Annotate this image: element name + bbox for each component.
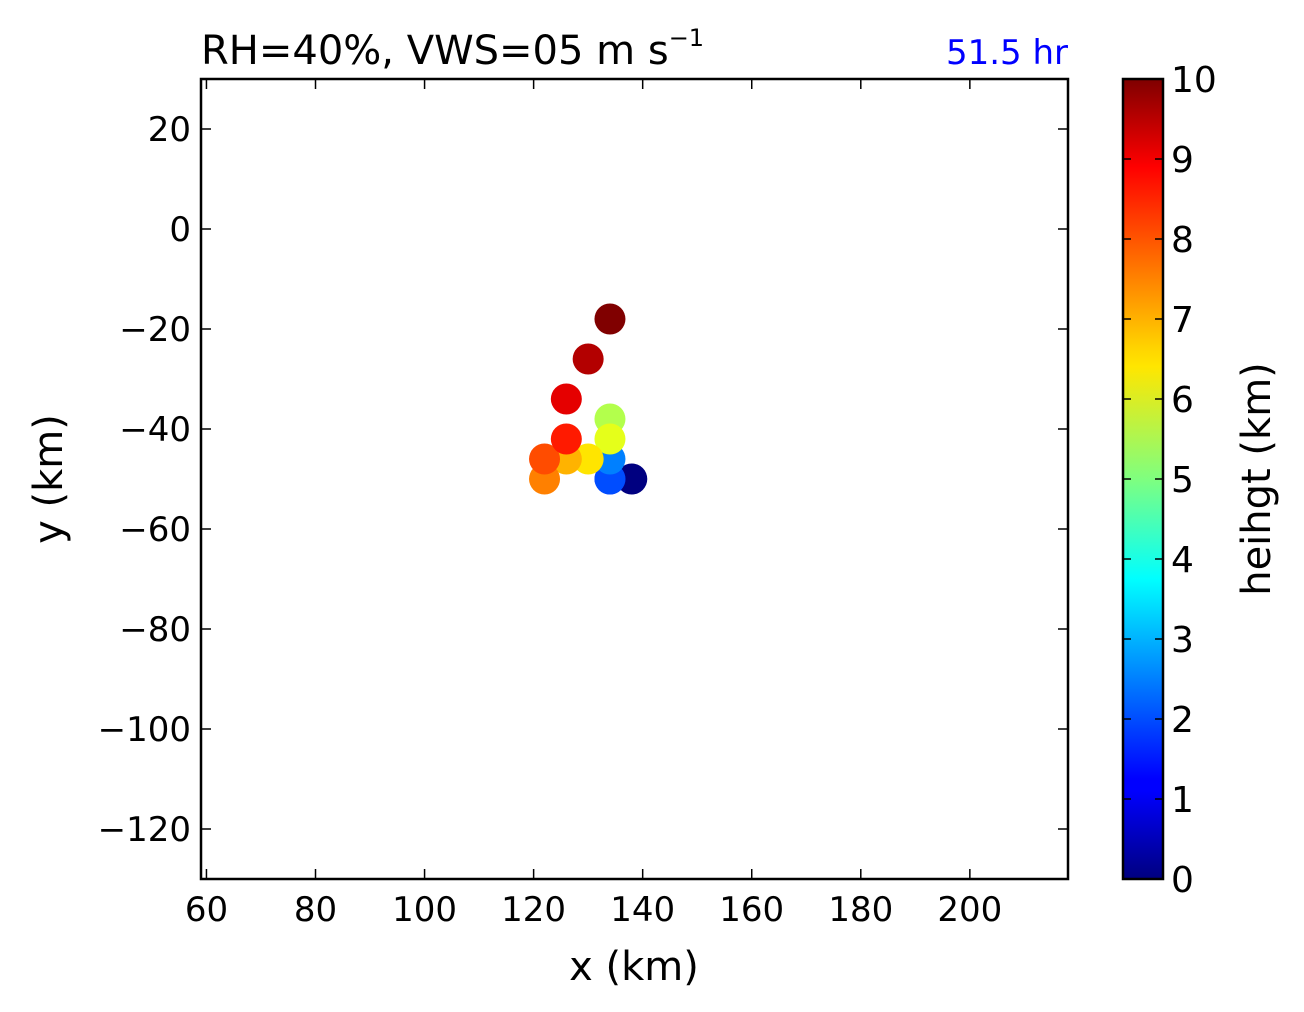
scatter-point [550,423,582,455]
y-tick-label: −20 [119,310,191,350]
x-tick-label: 60 [185,890,228,930]
colorbar-tick-label: 0 [1171,860,1194,901]
scatter-point [572,343,604,375]
colorbar-tick-label: 1 [1171,780,1194,821]
x-tick-label: 180 [828,890,893,930]
y-tick-label: 0 [169,210,191,250]
x-axis-label: x (km) [569,944,699,990]
x-axis-ticks: 60 80 100 120 140 160 180 200 [185,79,1002,930]
y-axis-ticks: 20 0 −20 −40 −60 −80 −100 −120 [98,110,1068,850]
colorbar-ticks: 0 1 2 3 4 5 6 7 8 9 10 [1123,60,1217,901]
colorbar-tick-label: 2 [1171,700,1194,741]
colorbar-tick-label: 3 [1171,620,1194,661]
colorbar-tick-label: 4 [1171,540,1194,581]
colorbar-tick-label: 8 [1171,220,1194,261]
scatter-point [529,443,561,475]
scatter-point [594,303,626,335]
scatter-point [594,423,626,455]
y-tick-label: −60 [119,510,191,550]
colorbar-tick-label: 7 [1171,300,1194,341]
colorbar-tick-label: 6 [1171,380,1194,421]
time-label: 51.5 hr [946,33,1068,73]
colorbar-label: heihgt (km) [1234,362,1280,596]
colorbar-tick-label: 5 [1171,460,1194,501]
scatter-point [550,383,582,415]
colorbar-tick-label: 10 [1171,60,1217,101]
y-tick-label: −80 [119,610,191,650]
y-tick-label: −120 [98,810,191,850]
chart-title-superscript: −1 [669,24,704,52]
x-tick-label: 120 [501,890,566,930]
x-tick-label: 100 [392,890,457,930]
colorbar-tick-label: 9 [1171,140,1194,181]
y-axis-label: y (km) [26,414,72,544]
x-tick-label: 200 [937,890,1002,930]
scatter-point [572,443,604,475]
y-tick-label: −100 [98,710,191,750]
colorbar: 0 1 2 3 4 5 6 7 8 9 10 [1121,60,1217,901]
y-tick-label: 20 [148,110,191,150]
chart-title: RH=40%, VWS=05 m s−1 [201,24,704,74]
scatter-point [616,463,648,495]
y-tick-label: −40 [119,410,191,450]
chart-title-main: RH=40%, VWS=05 m s [201,28,669,74]
plot-area: 60 80 100 120 140 160 180 200 200−20−40−60−80−1… [98,77,1070,930]
x-tick-label: 160 [719,890,784,930]
x-tick-label: 140 [610,890,675,930]
x-tick-label: 80 [294,890,337,930]
points-layer [529,303,648,495]
